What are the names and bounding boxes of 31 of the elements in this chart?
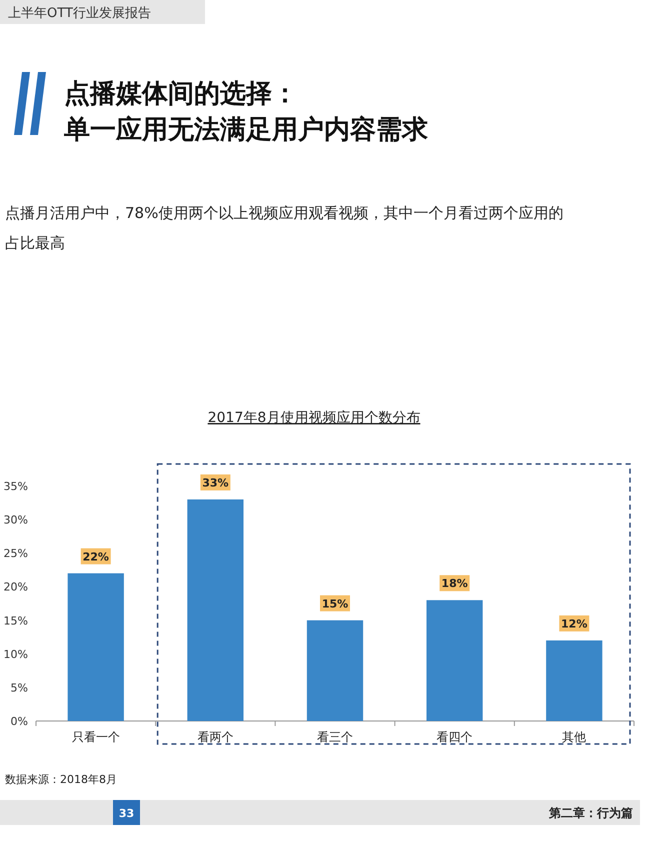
text: 点播媒体间的选择： — [64, 79, 298, 109]
chart-title: 2017年8月使用视频应用个数分布 — [208, 410, 420, 426]
bar — [187, 499, 244, 721]
y-tick-label: 20% — [4, 580, 28, 594]
text: 33 — [118, 807, 134, 820]
x-tick-label: 看三个 — [317, 730, 353, 744]
y-tick-label: 10% — [4, 648, 28, 661]
y-tick-label: 5% — [10, 681, 28, 694]
text: 第二章：行为篇 — [548, 806, 633, 820]
text: 点播月活用户中，78%使用两个以上视频应用观看视频，其中一个月看过两个应用的占比最高 — [5, 204, 564, 252]
text: 单一应用无法满足用户内容需求 — [63, 115, 429, 145]
x-tick-label: 只看一个 — [72, 730, 120, 744]
text: 上半年OTT行业发展报告 — [8, 6, 151, 21]
x-tick-label: 其他 — [562, 730, 586, 744]
data-label: 12% — [561, 617, 588, 630]
data-label: 18% — [441, 577, 468, 590]
bar — [426, 600, 483, 721]
x-tick-label: 看两个 — [197, 730, 234, 744]
source-note: 数据来源：2018年8月 — [5, 773, 117, 786]
data-label: 33% — [202, 476, 229, 490]
data-label: 22% — [82, 550, 109, 564]
bar — [68, 573, 124, 721]
bar — [546, 640, 602, 721]
y-tick-label: 15% — [4, 614, 28, 628]
y-tick-label: 35% — [4, 480, 28, 493]
bar — [306, 620, 364, 721]
data-label: 15% — [322, 597, 348, 610]
y-tick-label: 25% — [4, 547, 28, 560]
y-tick-label: 30% — [4, 514, 28, 527]
x-tick-label: 看四个 — [436, 730, 473, 744]
y-tick-label: 0% — [10, 715, 28, 728]
